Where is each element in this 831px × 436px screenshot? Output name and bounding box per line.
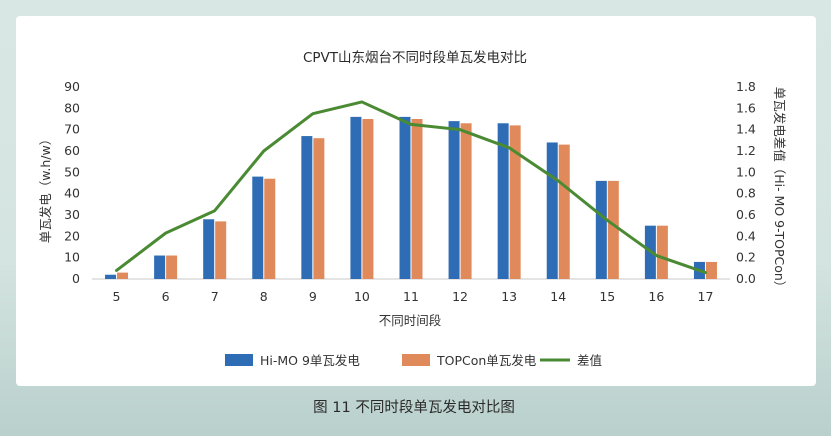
legend-item-topcon: TOPCon单瓦发电 [402,353,537,368]
bar-hi-mo9 [448,121,460,279]
x-axis-tick-label: 17 [698,289,714,304]
bar-topcon [656,225,668,279]
right-axis-tick-label: 1.0 [736,164,756,179]
left-axis-tick-label: 70 [64,122,80,137]
x-axis-tick-label: 11 [403,289,419,304]
bar-topcon [558,144,570,279]
bar-hi-mo9 [154,255,166,279]
bar-hi-mo9 [105,274,117,279]
bar-hi-mo9 [203,219,215,279]
bar-topcon [166,255,178,279]
bar-topcon [460,123,472,280]
left-axis-tick-label: 10 [64,250,80,265]
x-axis-tick-label: 6 [162,289,170,304]
left-axis-tick-label: 50 [64,164,80,179]
bar-topcon [607,180,619,279]
difference-line [115,100,707,275]
x-axis-ticks: 5 6 7 8 9 10 11 12 13 14 15 16 17 [113,289,714,304]
bar-hi-mo9 [301,136,313,279]
left-axis-tick-label: 60 [64,143,80,158]
left-axis-tick-label: 80 [64,100,80,115]
x-axis-tick-label: 15 [599,289,615,304]
bar-hi-mo9 [252,176,264,279]
x-axis-tick-label: 7 [211,289,219,304]
left-axis-tick-label: 90 [64,79,80,94]
right-axis-tick-label: 0.4 [736,228,756,243]
figure-caption: 图 11 不同时段单瓦发电对比图 [313,399,515,416]
right-axis-tick-label: 1.6 [736,100,756,115]
right-axis-tick-label: 0.2 [736,250,756,265]
right-axis-tick-label: 1.8 [736,79,756,94]
bar-topcon [509,125,521,280]
right-axis-tick-label: 1.4 [736,122,756,137]
bar-hi-mo9 [399,116,411,280]
bar-hi-mo9 [595,180,607,279]
right-axis-tick-label: 0.6 [736,207,756,222]
left-axis-ticks: 0 10 20 30 40 50 60 70 80 90 [64,79,80,286]
bar-hi-mo9 [350,116,362,280]
x-axis-tick-label: 8 [260,289,268,304]
bar-topcon [117,272,129,279]
legend-label: 差值 [577,353,602,368]
left-axis-tick-label: 40 [64,186,80,201]
bar-topcon [313,138,325,279]
legend: Hi-MO 9单瓦发电 TOPCon单瓦发电 差值 [225,353,602,368]
left-axis-title: 单瓦发电（w.h/w） [38,133,53,243]
left-axis-tick-label: 0 [72,271,80,286]
right-axis-ticks: 0.0 0.2 0.4 0.6 0.8 1.0 1.2 1.4 1.6 1.8 [736,79,756,286]
legend-swatch [402,354,430,366]
right-axis-title: 单瓦发电差值（Hi- MO 9-TOPCon） [772,87,787,294]
bar-hi-mo9 [546,142,558,279]
x-axis-tick-label: 9 [309,289,317,304]
legend-label: Hi-MO 9单瓦发电 [260,353,360,368]
x-axis-tick-label: 14 [550,289,566,304]
difference-line-group [115,100,707,275]
x-axis-tick-label: 16 [648,289,664,304]
legend-label: TOPCon单瓦发电 [436,353,537,368]
right-axis-tick-label: 0.8 [736,186,756,201]
bar-topcon [264,178,276,279]
bars-group [105,116,717,280]
chart-title: CPVT山东烟台不同时段单瓦发电对比 [303,50,527,66]
left-axis-tick-label: 30 [64,207,80,222]
x-axis-tick-label: 12 [452,289,468,304]
legend-item-difference: 差值 [540,353,602,368]
bar-topcon [362,119,374,279]
x-axis-tick-label: 10 [354,289,370,304]
right-axis-tick-label: 0.0 [736,271,756,286]
x-axis-title: 不同时间段 [379,313,442,328]
legend-item-hi-mo9: Hi-MO 9单瓦发电 [225,353,360,368]
legend-swatch [225,354,253,366]
x-axis-tick-label: 13 [501,289,517,304]
right-axis-tick-label: 1.2 [736,143,756,158]
bar-topcon [705,261,717,279]
left-axis-tick-label: 20 [64,228,80,243]
bar-hi-mo9 [497,123,509,280]
x-axis-tick-label: 5 [113,289,121,304]
bar-topcon [411,119,423,279]
bar-topcon [215,221,227,279]
